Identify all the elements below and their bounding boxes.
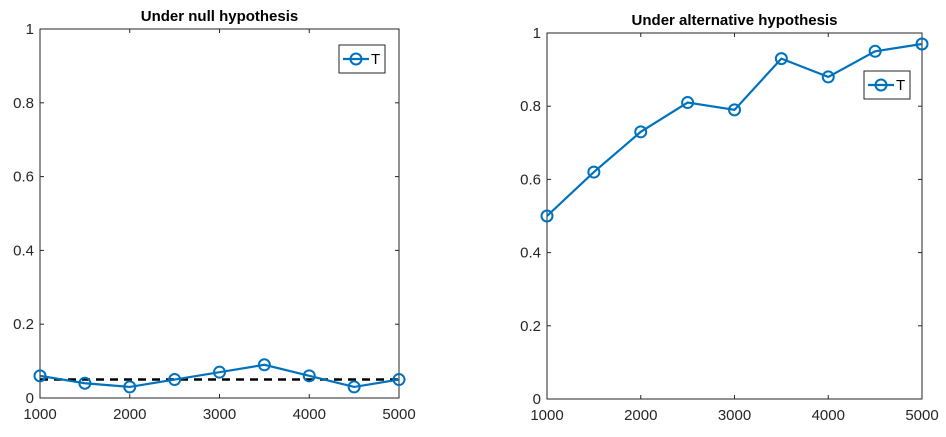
data-point	[33, 369, 47, 383]
y-tick-label: 0.8	[520, 98, 541, 115]
y-tick-label: 0	[26, 390, 34, 407]
chart-2: Under alternative hypothesis 1000 2000 3000…	[520, 12, 939, 424]
legend-marker	[349, 52, 363, 66]
y-tick-label: 0.6	[13, 169, 34, 186]
legend-label: T	[896, 77, 905, 94]
data-point	[728, 103, 741, 117]
series-line	[39, 363, 400, 389]
data-point	[587, 165, 601, 179]
data-point	[123, 380, 137, 394]
data-point	[392, 373, 406, 387]
legend-marker	[874, 78, 888, 92]
data-point	[915, 37, 929, 51]
data-point	[634, 125, 648, 139]
data-point	[213, 365, 226, 379]
legend: T	[863, 70, 911, 100]
x-tick-label: 5000	[382, 406, 415, 423]
data-point	[540, 209, 554, 223]
y-tick-label: 0	[533, 391, 541, 408]
chart-1: Under null hypothesis 1000 2000 3000 4000 500…	[13, 8, 416, 423]
data-point	[168, 373, 182, 387]
chart-title: Under null hypothesis	[141, 8, 299, 25]
y-tick-label: 0.2	[520, 318, 541, 335]
data-point	[347, 380, 361, 394]
x-tick-label: 5000	[905, 407, 938, 424]
series-line	[546, 42, 923, 217]
data-point	[257, 358, 271, 372]
data-point	[681, 96, 695, 110]
x-tick-label: 1000	[530, 407, 563, 424]
axes-box	[39, 28, 400, 399]
y-tick-label: 1	[26, 21, 34, 38]
x-tick-label: 1000	[23, 406, 56, 423]
x-tick-label: 4000	[812, 407, 845, 424]
legend: T	[338, 44, 386, 74]
data-point	[302, 369, 316, 383]
data-point	[774, 52, 788, 66]
x-tick-label: 3000	[718, 407, 751, 424]
data-point	[78, 376, 92, 390]
chart-title: Under alternative hypothesis	[632, 12, 838, 29]
y-tick-label: 0.8	[13, 95, 34, 112]
y-tick-label: 0.4	[520, 245, 541, 262]
legend-label: T	[371, 51, 380, 68]
data-point	[868, 44, 882, 58]
y-tick-label: 0.6	[520, 171, 541, 188]
y-tick-label: 0.2	[13, 316, 34, 333]
x-tick-label: 3000	[203, 406, 236, 423]
data-point	[821, 70, 835, 84]
x-tick-label: 2000	[624, 407, 657, 424]
y-tick-label: 1	[533, 25, 541, 42]
x-tick-label: 4000	[293, 406, 326, 423]
y-tick-label: 0.4	[13, 242, 34, 259]
x-tick-label: 2000	[113, 406, 146, 423]
